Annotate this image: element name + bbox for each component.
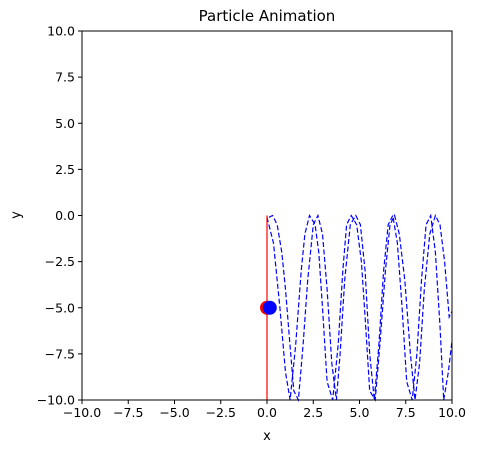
series-line-1 [268,213,453,403]
x-tick-label: 7.5 [396,405,416,420]
marker-layer [260,300,277,315]
x-tick-label: 2.5 [303,405,323,420]
y-tick-label: −2.5 [45,254,75,269]
x-tick-label: −7.5 [113,405,143,420]
x-tick-label: −2.5 [206,405,236,420]
series-layer [266,213,453,403]
y-axis: 10.0 7.5 5.0 2.5 0.0 −2.5 −5.0 −7.5 −10.0 [37,24,82,408]
x-tick-label: 10.0 [438,405,466,420]
y-tick-label: −5.0 [45,300,75,315]
x-tick-label: 0.0 [257,405,277,420]
chart-title: Particle Animation [199,7,336,25]
y-tick-label: −7.5 [45,346,75,361]
y-axis-label: y [9,211,24,219]
y-tick-label: 2.5 [55,162,75,177]
y-tick-label: 0.0 [55,208,75,223]
particle-marker-1 [262,300,277,315]
x-axis-label: x [263,429,271,444]
x-tick-label: −10.0 [63,405,101,420]
y-tick-label: 10.0 [47,24,75,39]
x-tick-label: 5.0 [350,405,370,420]
x-axis: −10.0 −7.5 −5.0 −2.5 0.0 2.5 5.0 7.5 10.0 [63,400,466,420]
y-tick-label: 5.0 [55,116,75,131]
series-line-0 [266,213,453,402]
y-tick-label: 7.5 [55,70,75,85]
y-tick-label: −10.0 [37,393,75,408]
x-tick-label: −5.0 [159,405,189,420]
